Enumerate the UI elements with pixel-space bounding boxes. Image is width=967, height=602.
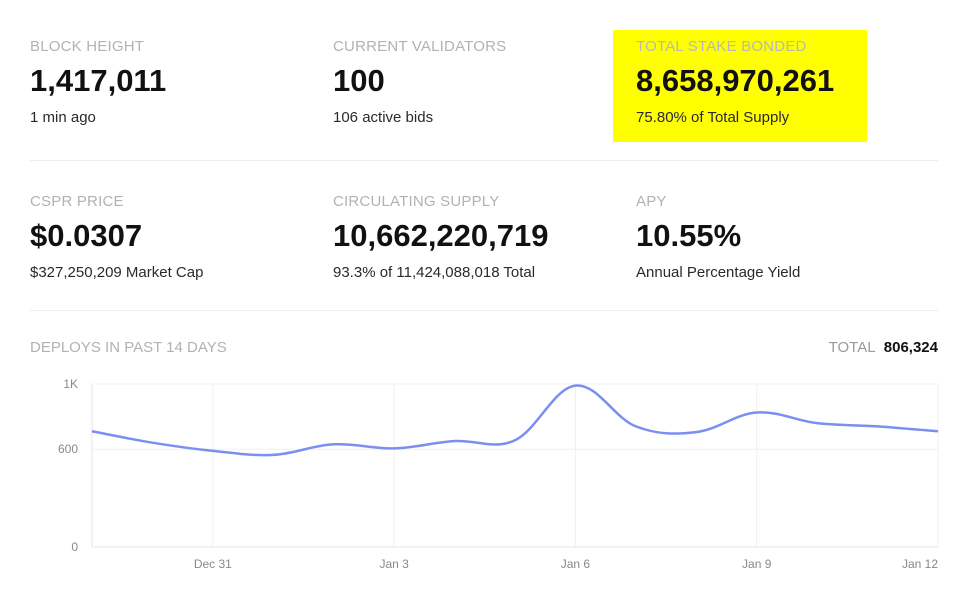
block-height-sub: 1 min ago: [30, 109, 96, 126]
price-label: CSPR PRICE: [30, 193, 124, 210]
y-tick-label: 600: [58, 442, 78, 456]
stat-cspr-price: CSPR PRICE $0.0307 $327,250,209 Market C…: [30, 193, 203, 281]
stake-label: TOTAL STAKE BONDED: [636, 38, 807, 55]
deploys-total: TOTAL 806,324: [829, 339, 938, 356]
deploys-chart-title: DEPLOYS IN PAST 14 DAYS: [30, 339, 227, 356]
market-cap: $327,250,209 Market Cap: [30, 264, 204, 281]
x-tick-label: Dec 31: [194, 557, 232, 571]
stake-sub: 75.80% of Total Supply: [636, 109, 790, 126]
stat-block-height: BLOCK HEIGHT 1,417,011 1 min ago: [30, 38, 166, 126]
series-line-deploys: [91, 384, 939, 457]
apy-sub: Annual Percentage Yield: [636, 264, 801, 281]
stake-value: 8,658,970,261: [636, 63, 835, 98]
deploys-chart[interactable]: 0 600 1K Dec 31 Jan 3 Jan 6 Jan 9 Jan 12: [0, 370, 967, 590]
deploys-total-value: 806,324: [883, 339, 938, 356]
stat-total-stake-bonded: TOTAL STAKE BONDED 8,658,970,261 75.80% …: [636, 38, 834, 126]
stake-highlight: [613, 30, 867, 142]
x-tick-label: Jan 3: [379, 557, 409, 571]
x-tick-label: Jan 12: [902, 557, 938, 571]
apy-label: APY: [636, 193, 667, 210]
supply-label: CIRCULATING SUPPLY: [333, 193, 500, 210]
x-tick-label: Jan 6: [561, 557, 591, 571]
validators-value[interactable]: 100: [333, 63, 385, 98]
validators-label: CURRENT VALIDATORS: [333, 38, 507, 55]
divider: [30, 310, 938, 311]
supply-sub: 93.3% of 11,424,088,018 Total: [333, 264, 536, 281]
y-tick-label: 1K: [63, 377, 78, 391]
block-height-value[interactable]: 1,417,011: [30, 63, 167, 98]
y-tick-label: 0: [71, 540, 78, 554]
x-tick-label: Jan 9: [742, 557, 772, 571]
price-value: $0.0307: [30, 218, 143, 253]
stat-current-validators: CURRENT VALIDATORS 100 106 active bids: [333, 38, 506, 126]
validators-sub[interactable]: 106 active bids: [333, 109, 434, 126]
stat-apy: APY 10.55% Annual Percentage Yield: [636, 193, 800, 281]
divider: [30, 160, 938, 161]
supply-value: 10,662,220,719: [333, 218, 549, 253]
apy-value: 10.55%: [636, 218, 742, 253]
stat-circulating-supply: CIRCULATING SUPPLY 10,662,220,719 93.3% …: [333, 193, 549, 281]
block-height-label: BLOCK HEIGHT: [30, 38, 145, 55]
deploys-total-label: TOTAL: [828, 339, 876, 356]
